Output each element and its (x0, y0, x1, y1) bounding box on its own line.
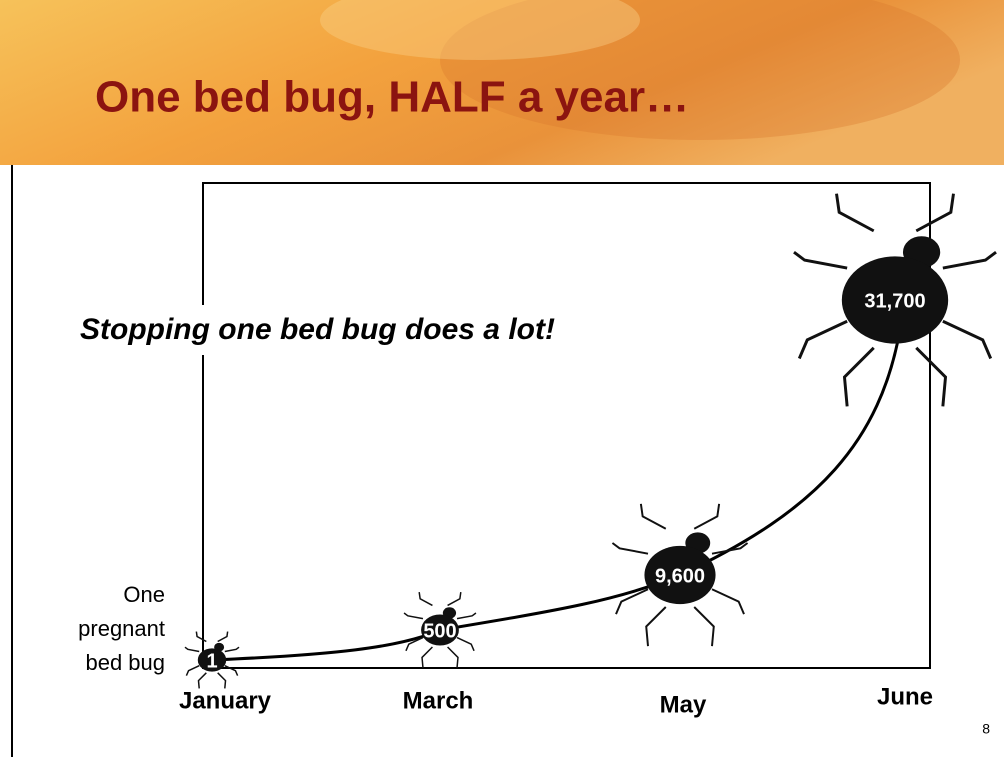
slide-title: One bed bug, HALF a year… (95, 73, 689, 122)
bug-leg (942, 250, 997, 270)
bug-leg (217, 631, 229, 643)
category-label: March (403, 687, 474, 714)
bug-leg (645, 606, 667, 647)
bug-leg (611, 542, 649, 555)
bug-leg (195, 631, 207, 643)
bug-body (197, 648, 227, 672)
bug-leg (711, 588, 745, 615)
page-number: 8 (982, 721, 990, 737)
bug-body (841, 256, 949, 344)
bug-leg (403, 612, 424, 620)
bug-leg (711, 542, 749, 555)
growth-curve (211, 329, 902, 662)
start-label: pregnant (78, 616, 165, 641)
bug-leg (456, 636, 475, 652)
bed-bug (184, 631, 240, 689)
bug-leg (184, 646, 200, 653)
value-label: 9,600 (655, 565, 705, 587)
bug-leg (915, 346, 948, 407)
bug-leg (224, 665, 239, 676)
bed-bug (403, 592, 477, 668)
bug-body (644, 545, 716, 605)
bug-leg (405, 636, 424, 652)
bug-leg (418, 592, 433, 607)
bug-leg (456, 612, 477, 620)
bug-leg (447, 646, 459, 668)
bug-leg (835, 193, 875, 233)
value-label: 500 (423, 620, 456, 642)
bug-leg (842, 346, 875, 407)
header-texture (440, 0, 960, 140)
bug-leg (421, 646, 433, 668)
bug-leg (217, 672, 227, 689)
start-label: bed bug (85, 650, 165, 675)
value-label: 1 (206, 650, 217, 672)
category-label: June (877, 683, 933, 710)
bug-body (421, 614, 459, 646)
annotation-backdrop (70, 305, 710, 355)
bug-leg (185, 665, 200, 676)
header-texture (320, 0, 640, 60)
header-band (0, 0, 1004, 165)
value-label: 31,700 (864, 290, 925, 312)
category-label: January (179, 687, 272, 714)
bug-leg (793, 250, 848, 270)
bug-leg (693, 606, 715, 647)
annotation: Stopping one bed bug does a lot! (80, 313, 555, 346)
bug-leg (693, 503, 721, 530)
bug-leg (942, 319, 993, 360)
bed-bug (611, 503, 749, 647)
bug-leg (639, 503, 667, 530)
bug-leg (615, 588, 649, 615)
bug-leg (447, 592, 462, 607)
bug-leg (197, 672, 207, 689)
start-label: One (123, 582, 165, 607)
chart-frame (202, 182, 931, 669)
bug-leg (797, 319, 848, 360)
bed-bug (793, 193, 997, 407)
bug-leg (915, 193, 955, 233)
bug-leg (224, 646, 240, 653)
category-label: May (660, 691, 707, 718)
